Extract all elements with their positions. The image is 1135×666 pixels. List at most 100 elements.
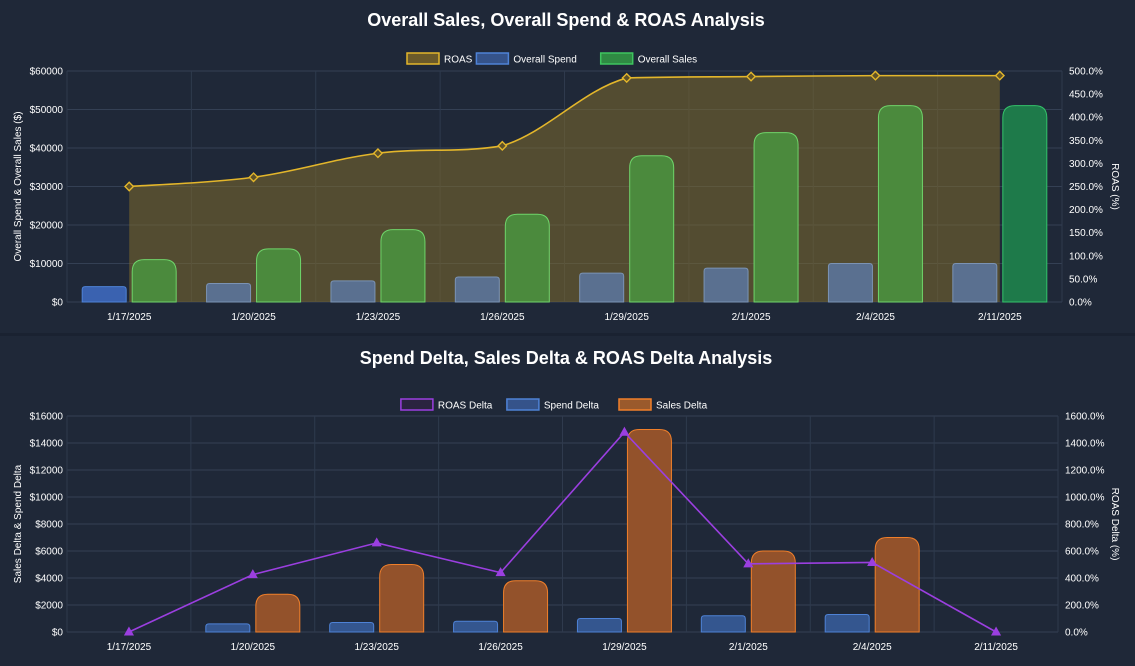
roas-point: [994, 70, 1005, 81]
sales-bar: [256, 248, 302, 303]
roas-delta-point: [495, 567, 506, 577]
delta-analysis-chart: Spend Delta, Sales Delta & ROAS Delta An…: [13, 348, 1120, 653]
roas-delta-point: [123, 626, 134, 636]
roas-delta-point: [867, 556, 878, 566]
spend-delta-bar: [329, 622, 375, 633]
legend-item-roas-delta: ROAS Delta: [400, 398, 493, 412]
roas-point: [123, 181, 135, 192]
x-axis-tick-label: 1/17/2025: [107, 312, 152, 323]
right-axis-tick-label: 200.0%: [1069, 205, 1103, 216]
legend-label: ROAS: [444, 55, 473, 66]
sales-delta-bar: [255, 593, 301, 633]
right-axis-tick-label: 300.0%: [1069, 159, 1103, 170]
left-axis-tick-label: $10000: [30, 259, 64, 270]
right-axis-tick-label: 0.0%: [1065, 628, 1088, 639]
right-axis-tick-label: 200.0%: [1065, 601, 1099, 612]
legend-item-roas: ROAS: [406, 52, 473, 66]
sales-delta-bar: [379, 564, 425, 633]
spend-bar: [330, 280, 376, 303]
bars: [81, 105, 1048, 303]
legend-label: Overall Sales: [638, 55, 697, 66]
x-axis-tick-label: 2/4/2025: [853, 642, 892, 653]
right-axis-title: ROAS Delta (%): [1109, 488, 1120, 561]
left-axis-title: Overall Spend & Overall Sales ($): [13, 111, 24, 261]
left-axis: $0 $2000 $4000 $6000 $8000 $10000 $12000 $14000…: [13, 412, 63, 639]
right-axis: 0.0% 200.0% 400.0% 600.0% 800.0% 1000.0% 1200.…: [1065, 412, 1120, 639]
sales-bar: [877, 105, 923, 303]
left-axis-tick-label: $0: [52, 628, 64, 639]
spend-bar: [827, 263, 873, 303]
roas-delta-point: [991, 626, 1002, 636]
roas-delta-line: [128, 431, 997, 633]
left-axis-tick-label: $50000: [30, 105, 64, 116]
x-axis-tick-label: 1/20/2025: [231, 312, 276, 323]
sales-delta-bar: [503, 580, 549, 633]
legend-swatch: [406, 52, 440, 65]
left-axis-tick-label: $12000: [30, 466, 64, 477]
spend-bar: [703, 267, 749, 303]
spend-delta-bar: [576, 618, 622, 633]
right-axis-tick-label: 1400.0%: [1065, 439, 1105, 450]
legend-item-sales-delta: Sales Delta: [618, 398, 708, 412]
x-axis-tick-label: 1/29/2025: [602, 642, 647, 653]
legend: ROAS Overall Spend Overall Sales: [406, 52, 697, 66]
right-axis-tick-label: 400.0%: [1065, 574, 1099, 585]
left-axis-tick-label: $2000: [35, 601, 63, 612]
legend-label: Overall Spend: [513, 55, 576, 66]
left-axis-tick-label: $6000: [35, 547, 63, 558]
roas-delta-point: [247, 569, 258, 579]
right-axis-tick-label: 1000.0%: [1065, 493, 1105, 504]
left-axis-tick-label: $16000: [30, 412, 64, 423]
spend-delta-bar: [453, 620, 499, 633]
sales-delta-bar: [874, 537, 920, 633]
x-axis-tick-label: 1/23/2025: [354, 642, 399, 653]
spend-bar: [81, 286, 127, 303]
x-axis-tick-label: 2/4/2025: [856, 312, 895, 323]
sales-bar: [629, 155, 675, 303]
overall-sales-spend-roas-chart: Overall Sales, Overall Spend & ROAS Anal…: [13, 10, 1120, 323]
x-axis-tick-label: 2/1/2025: [729, 642, 768, 653]
legend: ROAS Delta Spend Delta Sales Delta: [400, 398, 708, 412]
left-axis-tick-label: $4000: [35, 574, 63, 585]
legend-label: Sales Delta: [656, 401, 708, 412]
roas-point: [621, 72, 632, 84]
roas-point: [497, 140, 508, 152]
x-axis-tick-label: 1/23/2025: [356, 312, 401, 323]
x-axis-tick-label: 1/29/2025: [604, 312, 649, 323]
x-axis-tick-label: 1/26/2025: [480, 312, 525, 323]
left-axis-tick-label: $0: [52, 298, 64, 309]
left-axis-tick-label: $20000: [30, 221, 64, 232]
roas-line: [129, 74, 1000, 188]
sales-delta-bar: [750, 550, 796, 633]
left-axis-tick-label: $40000: [30, 144, 64, 155]
right-axis: 0.0% 50.0% 100.0% 150.0% 200.0% 250.0% 300.0% 3…: [1069, 67, 1120, 309]
spend-delta-bar: [700, 615, 746, 633]
legend-item-overall-spend: Overall Spend: [475, 52, 577, 66]
legend-item-spend-delta: Spend Delta: [506, 398, 599, 412]
legend-swatch: [599, 52, 634, 65]
x-axis: 1/17/2025 1/20/2025 1/23/2025 1/26/2025 1/29…: [107, 312, 1022, 323]
sales-bar: [1002, 105, 1048, 303]
roas-delta-point: [743, 558, 754, 568]
sales-bar: [753, 132, 799, 303]
left-axis: $0 $10000 $20000 $30000 $40000 $50000 $60000 Ov…: [13, 67, 63, 309]
left-axis-title: Sales Delta & Spend Delta: [13, 464, 24, 583]
right-axis-tick-label: 100.0%: [1069, 251, 1103, 262]
left-axis-tick-label: $8000: [35, 520, 63, 531]
left-axis-tick-label: $10000: [30, 493, 64, 504]
right-axis-tick-label: 450.0%: [1069, 90, 1103, 101]
right-axis-tick-label: 350.0%: [1069, 136, 1103, 147]
x-axis-tick-label: 2/11/2025: [978, 312, 1022, 323]
right-axis-title: ROAS (%): [1109, 163, 1120, 210]
legend-swatch: [506, 398, 540, 411]
roas-point: [372, 148, 384, 159]
x-axis-tick-label: 1/20/2025: [231, 642, 276, 653]
left-axis-tick-label: $60000: [30, 67, 64, 78]
x-axis: 1/17/2025 1/20/2025 1/23/2025 1/26/2025 1/29…: [107, 642, 1019, 653]
sales-bar: [504, 213, 550, 303]
spend-delta-bar: [205, 623, 251, 633]
right-axis-tick-label: 250.0%: [1069, 182, 1103, 193]
legend-swatch: [475, 52, 510, 65]
roas-delta-point: [619, 426, 630, 436]
